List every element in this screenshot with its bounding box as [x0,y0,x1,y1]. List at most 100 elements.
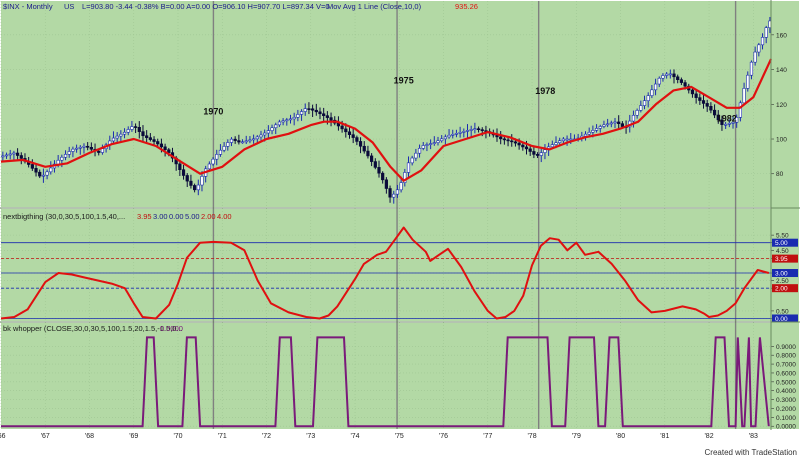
value-tag-label: 0.00 [775,316,788,323]
price-candle-body [38,171,42,177]
value-tag-label: 3.95 [775,256,788,263]
price-candle-body [266,130,270,134]
y-tick-label: 0.8000 [776,353,796,360]
y-tick-label: 0.6000 [776,370,796,377]
price-candle-body [156,141,160,145]
y-tick-label: 0.7000 [776,362,796,369]
indicator2-value: 0.0000 [160,324,183,333]
price-candle-body [15,152,20,156]
price-candle-body [462,131,466,133]
price-candle-body [296,114,300,118]
price-candle-body [742,88,746,104]
price-candle-body [661,75,665,79]
price-candle-body [432,142,436,144]
price-candle-body [226,142,230,147]
price-candle-body [159,143,164,148]
year-annotation: 1982 [717,114,737,124]
price-candle-body [292,117,296,120]
series-lines [0,58,772,428]
x-tick-label: '74 [350,433,359,440]
price-candle-body [406,162,411,173]
price-candle-body [366,150,370,157]
indicator2-label: bk whopper (CLOSE,30,0,30,5,100,1.5,20,1… [3,324,183,333]
indicator1-param-2: 3.00 [153,212,168,221]
whopper-signal-line [1,336,770,428]
price-candle-body [613,121,617,124]
price-candle-body [82,145,86,148]
indicator1-param-4: 5.00 [185,212,200,221]
x-tick-label: '72 [262,433,271,440]
price-bars [1,16,772,204]
annotations: 1970 1975 1978 1982 [203,75,736,123]
x-tick-label: '73 [306,433,315,440]
price-candle-body [558,140,562,143]
price-candle-body [49,167,53,173]
price-candle-body [288,118,293,121]
price-candle-body [237,140,241,143]
price-candle-body [716,114,720,121]
price-candle-body [41,174,46,177]
price-candle-body [30,164,34,169]
price-candle-body [709,106,713,111]
x-tick-label: '70 [173,433,182,440]
price-candle-body [86,145,90,148]
whopper-pane[interactable] [1,323,771,429]
price-candle-body [465,130,470,132]
y-tick-label: 120 [776,102,787,109]
price-candle-body [583,133,588,137]
y-tick-label: 100 [776,137,787,144]
y-tick-label: 0.2000 [776,406,796,413]
price-candle-body [325,115,329,118]
price-candle-body [746,74,750,89]
price-candle-body [499,136,503,140]
price-candle-body [764,27,768,38]
price-candle-body [569,138,573,141]
x-tick-label: '76 [439,433,448,440]
y-tick-label: 2.50 [776,278,789,285]
x-tick-label: '69 [129,433,138,440]
price-candle-body [510,140,514,143]
price-candle-body [561,138,565,142]
price-candle-body [690,89,695,95]
price-candle-body [506,139,510,142]
price-candle-body [189,180,193,186]
price-candle-body [443,136,447,140]
price-candle-body [606,123,610,126]
x-tick-label: '66 [0,433,6,440]
price-candle-body [454,133,459,135]
price-candle-body [63,154,68,158]
price-candle-body [181,169,186,176]
price-candle-body [565,138,569,141]
price-candle-body [451,133,455,136]
x-tick-label: '77 [483,433,492,440]
x-tick-label: '78 [527,433,536,440]
header-study-value: 935.26 [455,2,478,11]
price-candle-body [314,109,318,113]
price-candle-body [207,163,211,170]
price-candle-body [554,142,558,145]
price-candle-body [701,100,706,104]
price-candle-body [19,155,23,159]
price-candle-body [399,182,403,191]
price-candle-body [760,37,765,46]
price-candle-body [694,93,698,98]
indicator1-param-3: 0.00 [169,212,184,221]
price-candle-body [642,100,647,106]
price-candle-body [395,189,400,195]
price-candle-body [749,61,754,76]
price-candle-body [318,111,322,115]
price-candle-body [193,185,197,191]
price-candle-body [672,73,676,78]
x-tick-label: '80 [616,433,625,440]
price-candle-body [115,135,119,139]
nextbigthing-pane[interactable] [1,209,771,321]
indicator1-param-6: 4.00 [217,212,232,221]
price-candle-body [244,140,248,143]
reference-lines [1,242,771,319]
price-candle-body [71,148,75,152]
y-tick-label: 0.4000 [776,388,796,395]
price-candle-body [240,141,245,144]
year-annotation: 1978 [535,86,555,96]
value-tag-label: 3.00 [775,271,788,278]
